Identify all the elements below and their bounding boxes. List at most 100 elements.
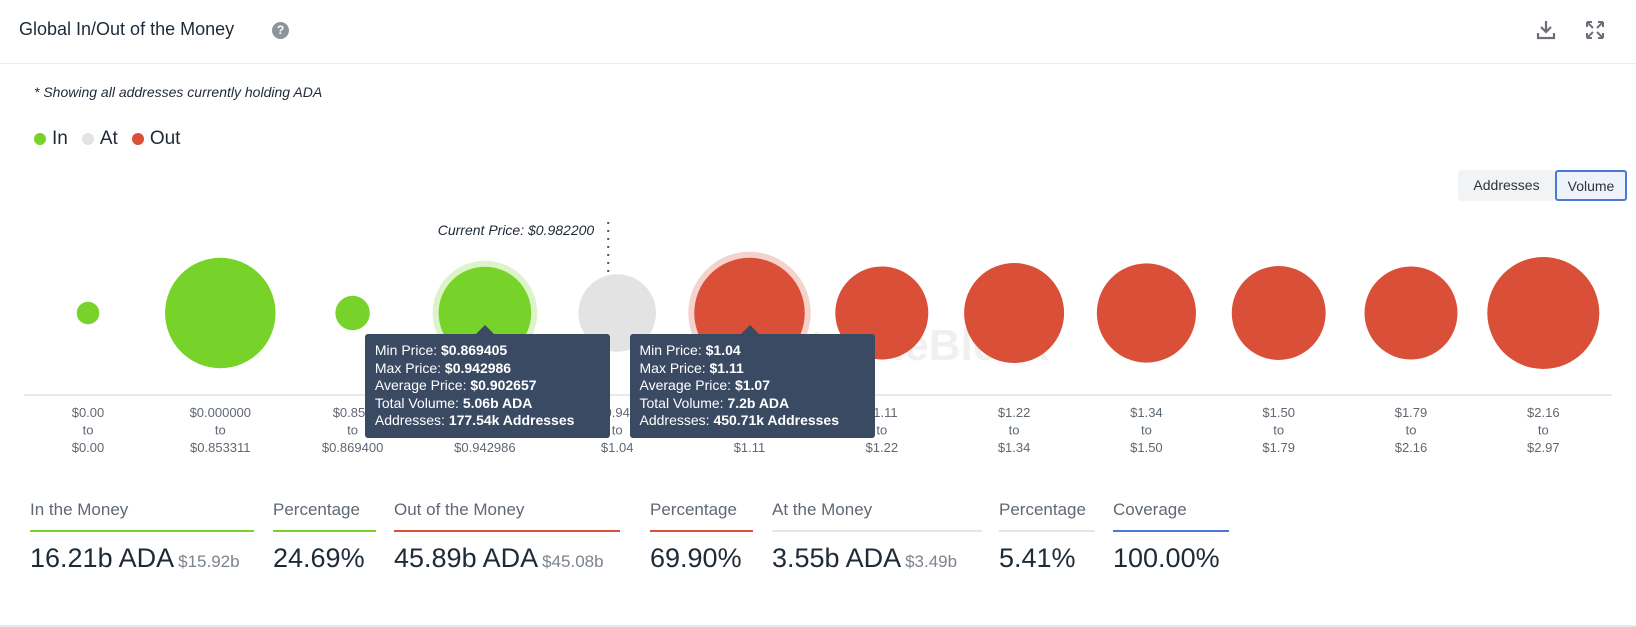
bubble[interactable] [1096, 263, 1196, 363]
x-tick-label: $0.000000 [190, 405, 251, 420]
stat-main-value: 100.00% [1113, 543, 1220, 573]
x-tick-label: $1.34 [998, 440, 1031, 455]
stat-label: Out of the Money [394, 500, 620, 532]
x-tick-label: to [876, 423, 887, 438]
x-tick-label: $0.00 [72, 405, 105, 420]
tooltip-value: $0.869405 [441, 342, 508, 358]
tooltip-value: $0.902657 [470, 377, 537, 393]
legend-item-at[interactable]: At [81, 128, 118, 150]
bubble[interactable] [76, 301, 100, 325]
tooltip-value: 177.54k Addresses [448, 412, 575, 428]
bubble[interactable] [335, 295, 370, 331]
x-tick-label: $1.79 [1262, 440, 1295, 455]
stat-main-value: 16.21b ADA [30, 543, 175, 573]
x-tick-label: $0.00 [72, 440, 105, 455]
stat-value: 45.89b ADA $45.08b [394, 543, 620, 574]
tooltip-value: 7.2b ADA [727, 394, 790, 411]
tooltip-key: Min Price: [639, 342, 706, 358]
stat-label: Coverage [1113, 500, 1229, 532]
stat-main-value: 69.90% [650, 543, 742, 573]
tooltip-line: Max Price: $1.11 [640, 360, 865, 378]
x-tick-label: to [347, 423, 358, 438]
tooltip-value: $0.942986 [444, 359, 512, 376]
card-header: Global In/Out of the Money ? [0, 0, 1636, 64]
x-tick-label: $1.34 [1130, 405, 1163, 420]
tooltip-line: Total Volume: 5.06b ADA [375, 395, 600, 413]
legend-dot-in [34, 133, 46, 145]
x-tick-label: to [1009, 423, 1020, 438]
stat-in-percentage: Percentage 24.69% [273, 500, 376, 574]
stat-out-of-the-money: Out of the Money 45.89b ADA $45.08b [394, 500, 620, 574]
legend-label-in: In [52, 128, 68, 149]
tooltip-key: Average Price: [374, 377, 471, 393]
legend-dot-at [81, 133, 94, 145]
legend-item-out[interactable]: Out [131, 128, 181, 150]
stat-label: Percentage [999, 500, 1095, 532]
x-tick-label: $2.16 [1527, 405, 1560, 420]
tooltip-arrow [739, 325, 760, 335]
stat-at-percentage: Percentage 5.41% [999, 500, 1095, 574]
tooltip-value: $1.07 [734, 377, 771, 393]
help-icon[interactable]: ? [272, 22, 289, 39]
tooltip-arrow [474, 325, 495, 335]
x-tick-label: $0.942986 [454, 440, 515, 455]
x-tick-label: $1.11 [734, 440, 766, 455]
x-tick-label: $1.22 [998, 405, 1031, 420]
tooltip-value: $1.04 [705, 342, 741, 358]
bubble[interactable] [964, 262, 1065, 364]
x-tick-label: $0.853311 [190, 440, 251, 455]
x-tick-label: $2.16 [1395, 440, 1428, 455]
holding-note: * Showing all addresses currently holdin… [34, 84, 323, 100]
stat-at-the-money: At the Money 3.55b ADA $3.49b [772, 500, 982, 574]
bubble-tooltip: Min Price: $0.869405 Max Price: $0.942986… [364, 325, 610, 438]
addresses-toggle-button[interactable]: Addresses [1458, 170, 1555, 201]
tooltip-value: 450.71k Addresses [713, 412, 840, 428]
tooltip-key: Min Price: [374, 342, 442, 358]
volume-toggle-button[interactable]: Volume [1555, 170, 1627, 201]
stat-main-value: 5.41% [999, 543, 1076, 573]
tooltip-key: Addresses: [374, 412, 449, 428]
x-tick-label: to [1273, 423, 1284, 438]
stat-sub-value: $15.92b [178, 552, 240, 571]
x-tick-label: $0.853 [333, 405, 373, 420]
stat-label: At the Money [772, 500, 982, 532]
stat-main-value: 24.69% [273, 543, 365, 573]
stat-coverage: Coverage 100.00% [1113, 500, 1229, 574]
tooltip-value: 5.06b ADA [462, 394, 533, 411]
x-tick-label: $1.79 [1395, 405, 1428, 420]
stat-sub-value: $45.08b [542, 552, 604, 571]
bubble[interactable] [1231, 266, 1326, 360]
bubble[interactable] [578, 274, 656, 352]
download-icon[interactable] [1534, 18, 1558, 42]
tooltip-line: Max Price: $0.942986 [375, 360, 600, 378]
x-tick-label: to [612, 423, 623, 438]
legend-item-in[interactable]: In [34, 128, 68, 150]
bubble[interactable] [165, 257, 276, 369]
tooltip-key: Average Price: [639, 377, 735, 393]
tooltip-line: Average Price: $0.902657 [375, 377, 600, 395]
tooltip-line: Addresses: 450.71k Addresses [640, 412, 865, 430]
x-tick-label: $1.04 [601, 440, 634, 455]
legend-label-out: Out [149, 128, 181, 149]
x-tick-label: $1.50 [1130, 440, 1163, 455]
x-tick-label: to [1406, 423, 1417, 438]
x-tick-label: $2.97 [1527, 440, 1560, 455]
chart-legend: In At Out [34, 128, 194, 150]
bubble[interactable] [1487, 257, 1600, 369]
stat-value: 3.55b ADA $3.49b [772, 543, 982, 574]
bubble[interactable] [1364, 266, 1458, 360]
x-tick-label: $1.22 [866, 440, 899, 455]
tooltip-line: Total Volume: 7.2b ADA [640, 395, 865, 413]
x-tick-label: to [83, 423, 94, 438]
tooltip-line: Min Price: $0.869405 [375, 342, 600, 360]
bubble-tooltip: Min Price: $1.04 Max Price: $1.11 Average … [629, 325, 875, 438]
legend-label-at: At [99, 128, 118, 149]
tooltip-line: Addresses: 177.54k Addresses [375, 412, 600, 430]
tooltip-value: $1.11 [709, 359, 744, 376]
tooltip-key: Total Volume: [374, 394, 463, 411]
tooltip-line: Min Price: $1.04 [640, 342, 865, 360]
expand-icon[interactable] [1583, 18, 1607, 42]
stat-out-percentage: Percentage 69.90% [650, 500, 753, 574]
stat-in-the-money: In the Money 16.21b ADA $15.92b [30, 500, 254, 574]
